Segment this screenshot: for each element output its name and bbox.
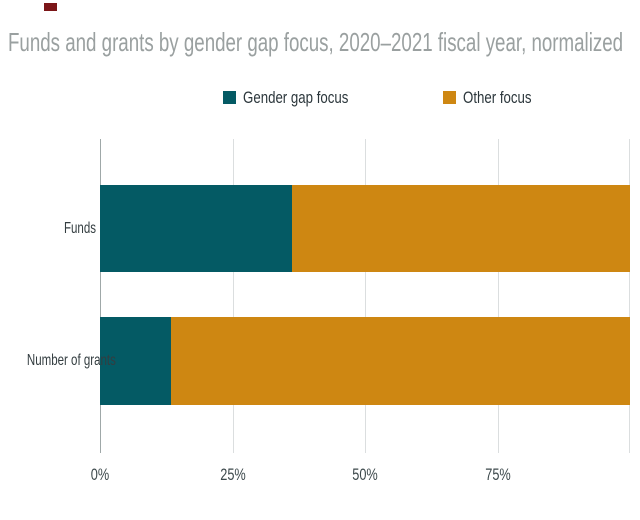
gridline	[497, 139, 499, 453]
x-tick-label: 50%	[352, 465, 378, 484]
bar-segment-gender-gap-focus	[100, 317, 172, 405]
gridline	[629, 139, 630, 453]
red-marker	[44, 3, 57, 11]
bar-segment-other-focus	[171, 317, 630, 405]
bar-row-number-of-grants	[100, 317, 630, 405]
legend-label-other-focus: Other focus	[463, 88, 532, 107]
y-axis-line	[100, 139, 101, 453]
chart-title: Funds and grants by gender gap focus, 20…	[8, 27, 624, 57]
bar-segment-other-focus	[291, 185, 630, 272]
x-tick-label: 75%	[484, 465, 511, 484]
bar-segment-gender-gap-focus	[100, 185, 292, 272]
x-tick-label: 25%	[219, 465, 246, 484]
gridline	[232, 139, 234, 453]
plot-area: 0% 25% 50% 75%	[91, 139, 630, 484]
legend-label-gender-gap-focus: Gender gap focus	[243, 88, 349, 107]
bar-row-funds	[100, 185, 630, 272]
legend-item-other-focus: Other focus	[443, 88, 551, 107]
category-label-funds: Funds	[63, 219, 96, 237]
category-label-number-of-grants: Number of grants	[26, 352, 116, 369]
legend-item-gender-gap-focus: Gender gap focus	[223, 88, 378, 107]
x-tick-label: 0%	[90, 465, 110, 484]
legend-swatch-other-icon	[443, 91, 456, 104]
gridline	[365, 139, 366, 453]
legend-swatch-gender-gap-icon	[223, 91, 236, 104]
